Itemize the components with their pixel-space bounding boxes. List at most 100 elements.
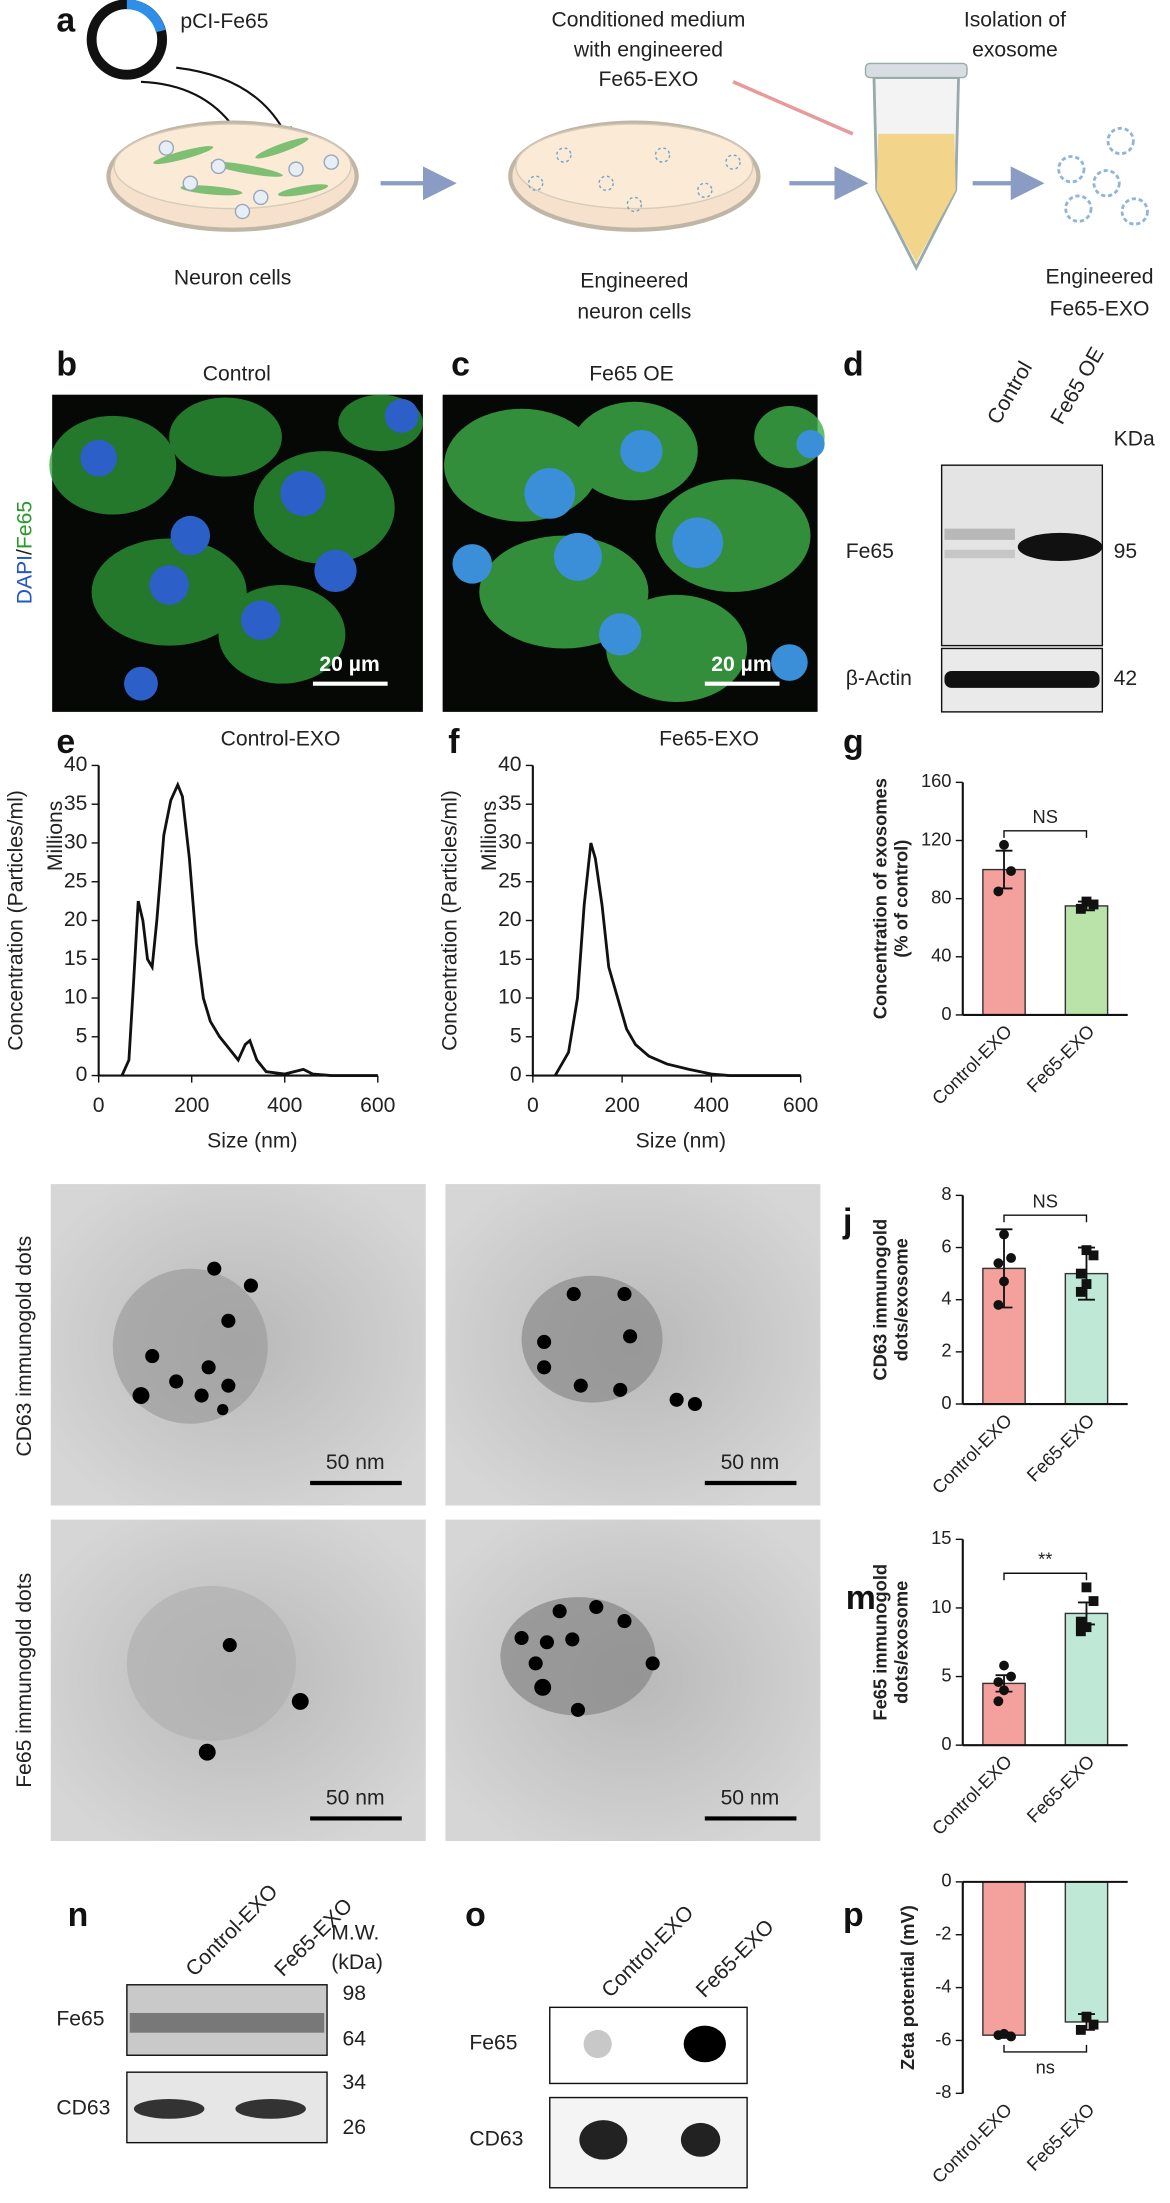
data-point: [1081, 2011, 1092, 2022]
data-point: [1088, 899, 1099, 910]
band: [235, 2098, 306, 2119]
panel-letter: o: [465, 1896, 486, 1934]
y-axis-label: Millions: [44, 801, 67, 871]
step-label: neuron cells: [577, 301, 691, 324]
panel-title: Fe65 OE: [589, 363, 674, 386]
gold-dots: [132, 1261, 258, 1416]
y-tick-label: 0: [941, 1870, 951, 1891]
bracket: [1003, 830, 1088, 838]
data-point: [999, 839, 1009, 850]
data-point: [1006, 1253, 1016, 1263]
panel-letter: n: [68, 1896, 89, 1934]
bar: [982, 1881, 1026, 2036]
x-tick-label: 0: [93, 1094, 105, 1117]
row-label: CD63 immunogold dots: [13, 1236, 36, 1457]
band-size: 42: [1114, 667, 1138, 690]
line: [553, 842, 801, 1077]
annotation: **: [1038, 1548, 1052, 1569]
chart-title: Fe65-EXO: [659, 728, 759, 751]
y-tick-label: 5: [510, 1024, 522, 1047]
data-point: [1088, 1250, 1099, 1261]
data-point: [1081, 1245, 1092, 1256]
step-label: Conditioned medium: [552, 9, 746, 32]
band-name: Fe65: [846, 540, 894, 563]
lane-label: Control-EXO: [597, 1901, 698, 2002]
data-point: [1081, 896, 1092, 907]
data-point: [1088, 1596, 1099, 1607]
y-axis-label: Concentration (Particles/ml): [4, 790, 27, 1051]
bracket: [1003, 1214, 1088, 1223]
bracket: [1003, 1572, 1088, 1581]
y-tick-label: 40: [64, 753, 88, 776]
y-tick-label: -4: [935, 1975, 951, 1996]
annotation: NS: [1033, 1190, 1058, 1211]
y-tick-label: 15: [931, 1527, 951, 1548]
fe65-stain: [444, 401, 825, 703]
y-tick-label: 120: [921, 828, 952, 849]
x-tick-label: Fe65-EXO: [1022, 1020, 1098, 1096]
y-tick-label: 80: [931, 886, 951, 907]
lane-label: Control-EXO: [182, 1880, 283, 1981]
plasmid-label: pCI-Fe65: [180, 10, 268, 33]
chart-title: Control-EXO: [221, 728, 341, 751]
arrow: [732, 80, 854, 136]
data-point: [993, 1258, 1004, 1269]
cell-bodies: [158, 140, 340, 220]
x-tick-label: Fe65-EXO: [1022, 1751, 1098, 1827]
data-point: [1075, 1626, 1086, 1637]
y-axis-label: Zeta potential (mV): [897, 1905, 918, 2070]
stain-label: DAPI/Fe65: [13, 501, 36, 604]
dot: [579, 2120, 628, 2160]
x-tick-label: 200: [174, 1094, 209, 1117]
y-axis-label: Millions: [478, 801, 501, 871]
unit-label: M.W.: [331, 1922, 379, 1945]
axis: [961, 1539, 1128, 1747]
panel-letter: g: [843, 723, 864, 761]
band: [944, 528, 1015, 540]
x-tick-label: 600: [783, 1094, 818, 1117]
panel-c: Fe65 OE 20 µm: [442, 363, 825, 712]
x-tick-label: Control-EXO: [928, 1410, 1016, 1498]
panel-letter: m: [846, 1579, 876, 1617]
gold-dots: [198, 1638, 309, 1761]
y-axis-label: Fe65 immunogold: [870, 1564, 891, 1721]
y-tick-label: 0: [76, 1063, 88, 1086]
bracket: [1003, 2044, 1088, 2053]
axis: [961, 1880, 1128, 2094]
bar: [1064, 1881, 1109, 2023]
tube-cap: [864, 62, 968, 79]
data-point: [993, 2030, 1004, 2041]
step-label: Neuron cells: [174, 267, 291, 290]
band-size: 95: [1114, 540, 1138, 563]
y-tick-label: -2: [935, 1923, 951, 1944]
y-tick-label: 25: [64, 869, 88, 892]
y-axis-label: dots/exosome: [891, 1238, 912, 1361]
band: [944, 549, 1015, 559]
x-tick-label: Control-EXO: [928, 1020, 1016, 1108]
y-tick-label: 2: [941, 1340, 951, 1361]
step-label: with engineered: [573, 38, 723, 61]
annotation: ns: [1036, 2057, 1055, 2078]
panel-letter: j: [842, 1203, 852, 1241]
x-tick-label: 600: [360, 1094, 395, 1117]
panel-a: pCI-Fe65 Neuron cells Conditioned medium…: [86, 0, 1154, 324]
y-axis-label: Concentration (Particles/ml): [439, 790, 462, 1051]
y-tick-label: 10: [931, 1596, 951, 1617]
y-tick-label: 25: [498, 869, 522, 892]
band: [133, 2098, 205, 2119]
x-tick-label: 0: [527, 1094, 539, 1117]
data-point: [993, 1299, 1004, 1310]
axis: [97, 765, 378, 1077]
row-label: Fe65: [469, 2032, 517, 2055]
marker: 34: [343, 2071, 367, 2094]
axis: [961, 1195, 1128, 1406]
y-tick-label: 20: [498, 908, 522, 931]
data-point: [1075, 1286, 1086, 1297]
row-label: Fe65: [56, 2008, 104, 2031]
y-tick-label: 8: [941, 1183, 951, 1204]
scale-label: 20 µm: [319, 653, 379, 676]
panel-d: Control Fe65 OE KDa Fe65 95 β-Actin 42: [846, 343, 1155, 713]
tem-panels: 50 nm 50 nm 50 nm 50 nm CD63 immunogold …: [13, 1184, 821, 1841]
scale-label: 50 nm: [721, 1786, 780, 1809]
